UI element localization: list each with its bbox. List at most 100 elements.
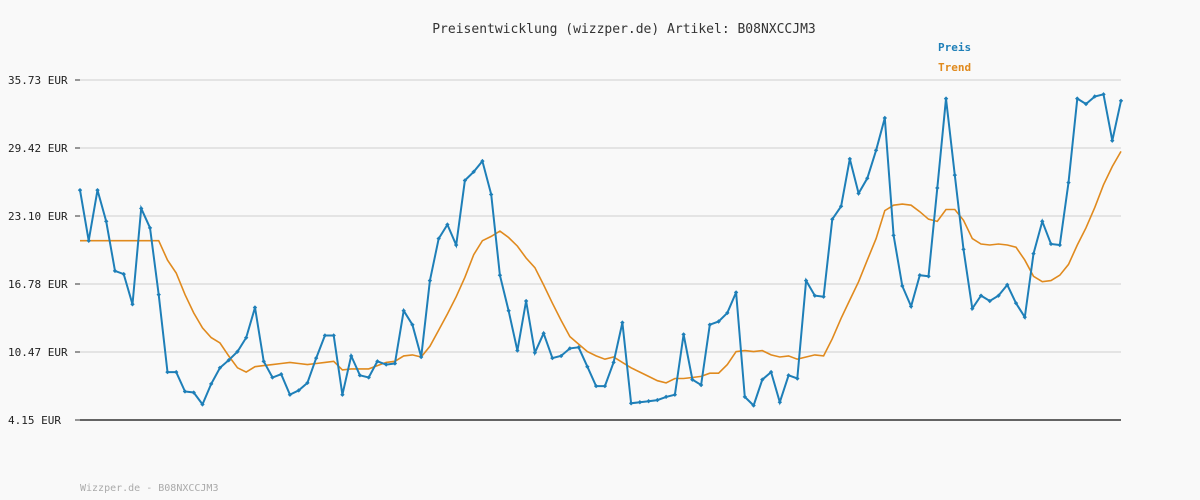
preis-data-point [244, 335, 249, 340]
preis-data-point [952, 172, 957, 178]
preis-data-point [200, 402, 205, 407]
preis-data-point [891, 233, 896, 238]
preis-data-point [1083, 101, 1089, 107]
preis-data-point [235, 349, 240, 354]
preis-data-point [847, 156, 853, 162]
preis-data-point [812, 293, 818, 298]
preis-data-point [1048, 241, 1054, 247]
preis-data-point [637, 400, 643, 405]
preis-data-point [865, 176, 870, 181]
preis-data-point [970, 306, 975, 311]
preis-data-point [174, 369, 179, 375]
preis-data-point [943, 96, 949, 101]
preis-data-point [226, 358, 231, 363]
preis-data-point [86, 238, 91, 243]
preis-data-point [550, 355, 555, 361]
preis-data-point [261, 359, 266, 364]
preis-data-point [348, 353, 354, 359]
y-tick-label: 16.78 EUR [8, 278, 68, 291]
preis-data-point [427, 278, 433, 283]
preis-data-point [130, 302, 135, 307]
preis-data-point [576, 345, 581, 350]
preis-data-point [252, 305, 258, 310]
preis-data-point [620, 320, 625, 325]
preis-data-point [558, 353, 564, 359]
preis-data-point [296, 388, 301, 393]
preis-data-point [515, 348, 520, 353]
preis-data-point [523, 298, 529, 304]
preis-data-point [996, 293, 1001, 298]
preis-data-point [821, 294, 826, 299]
preis-data-point [182, 389, 188, 394]
preis-data-point [646, 398, 651, 404]
preis-data-point [1118, 98, 1124, 103]
preis-data-point [602, 383, 608, 389]
preis-data-point [1066, 180, 1071, 185]
preis-data-point [900, 283, 905, 289]
preis-data-point [104, 219, 109, 224]
preis-data-point [121, 271, 126, 277]
preis-data-point [418, 354, 424, 360]
preis-data-point [480, 158, 485, 164]
preis-data-point [655, 397, 660, 403]
preis-data-point [1075, 96, 1080, 101]
preis-data-point [453, 242, 459, 248]
preis-data-point [672, 392, 678, 397]
preis-data-point [856, 191, 861, 196]
y-tick-label: 4.15 EUR [8, 414, 61, 427]
preis-data-point [1005, 282, 1010, 288]
preis-data-point [1022, 314, 1027, 320]
preis-data-point [209, 381, 214, 387]
preis-data-point [279, 372, 284, 377]
preis-data-point [987, 298, 992, 304]
preis-data-point [497, 272, 503, 278]
preis-data-point [567, 346, 573, 351]
y-tick-label: 23.10 EUR [8, 210, 68, 223]
preis-data-point [445, 222, 450, 227]
preis-data-point [733, 290, 739, 295]
preis-data-point [147, 225, 153, 231]
preis-data-point [217, 365, 223, 370]
preis-data-point [322, 333, 328, 338]
preis-data-point [471, 169, 476, 175]
preis-data-point [165, 369, 170, 375]
preis-data-point [803, 278, 809, 283]
preis-data-point [838, 204, 844, 209]
chart-title: Preisentwicklung (wizzper.de) Artikel: B… [432, 22, 816, 37]
preis-data-point [1057, 242, 1062, 248]
preis-data-point [873, 148, 879, 153]
preis-data-point [908, 304, 914, 309]
y-tick-label: 10.47 EUR [8, 346, 68, 359]
preis-data-point [917, 272, 922, 278]
preis-data-point [366, 375, 371, 380]
preis-data-point [882, 115, 888, 121]
preis-data-point [760, 377, 765, 382]
footer-text: Wizzper.de - B08NXCCJM3 [80, 483, 218, 494]
preis-data-point [1031, 251, 1036, 256]
preis-data-point [375, 359, 380, 364]
preis-data-point [628, 401, 634, 406]
preis-data-point [935, 185, 940, 191]
preis-data-point [462, 178, 468, 183]
preis-data-point [305, 380, 310, 386]
preis-data-point [593, 383, 599, 389]
preis-data-point [663, 394, 669, 400]
series-line-preis [79, 93, 1122, 408]
preis-data-point [768, 369, 774, 375]
preis-data-point [978, 293, 984, 298]
preis-data-point [506, 308, 511, 313]
grid-lines [80, 79, 1121, 353]
preis-data-point [270, 375, 275, 380]
preis-data-point [1101, 92, 1106, 97]
preis-data-point [331, 333, 336, 338]
preis-data-point [716, 319, 721, 324]
preis-data-point [95, 187, 100, 193]
preis-data-point [1013, 300, 1019, 306]
preis-data-point [436, 236, 441, 241]
preis-data-point [795, 376, 800, 381]
preis-data-point [926, 274, 931, 279]
preis-data-point [401, 308, 406, 313]
preis-data-point [1110, 138, 1115, 143]
